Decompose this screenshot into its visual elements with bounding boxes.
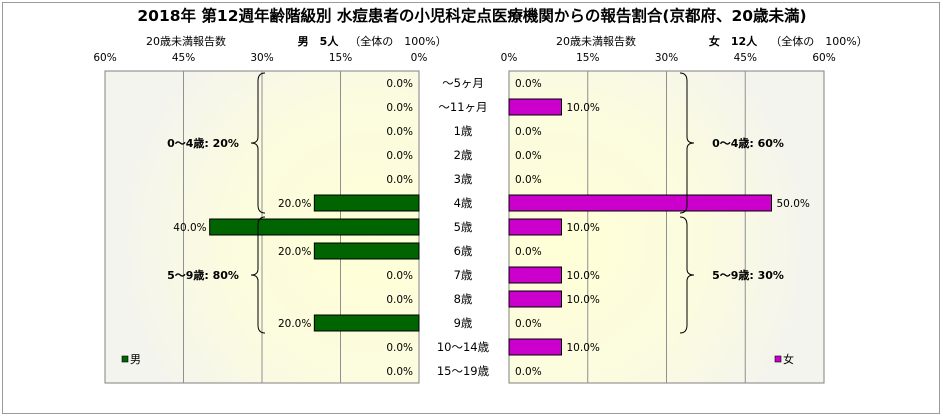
female-age-group-bracket [679, 216, 695, 334]
male-value-label: 0.0% [386, 174, 413, 186]
male-value-label: 0.0% [386, 78, 413, 90]
age-category-label: 1歳 [454, 124, 473, 138]
male-tick-label: 0% [411, 52, 428, 64]
female-bar [508, 266, 562, 284]
female-bar [508, 338, 562, 356]
male-bar [209, 218, 420, 236]
female-tick-label: 0% [501, 52, 518, 64]
male-tick-label: 60% [93, 52, 116, 64]
female-value-label: 0.0% [515, 78, 542, 90]
female-value-label: 0.0% [515, 174, 542, 186]
age-category-label: 5歳 [454, 220, 473, 234]
age-category-label: ～5ヶ月 [442, 76, 484, 90]
male-age-group-bracket [250, 72, 266, 214]
male-age-group-share: 0～4歳: 20% [167, 136, 239, 150]
female-axis-label: 20歳未満報告数 [556, 35, 636, 48]
male-age-group-bracket [250, 216, 266, 334]
age-category-label: 6歳 [454, 244, 473, 258]
male-legend-label: 男 [130, 353, 141, 366]
male-value-label: 0.0% [386, 126, 413, 138]
male-value-label: 20.0% [278, 198, 311, 210]
male-value-label: 40.0% [173, 222, 206, 234]
age-category-label: ～11ヶ月 [438, 100, 487, 114]
female-bar [508, 218, 562, 236]
female-value-label: 0.0% [515, 150, 542, 162]
male-bar [313, 242, 420, 260]
age-category-label: 10～14歳 [437, 340, 490, 354]
female-value-label: 0.0% [515, 126, 542, 138]
female-value-label: 10.0% [567, 102, 600, 114]
male-tick-label: 30% [250, 52, 273, 64]
female-bar [508, 194, 772, 212]
female-tick-label: 60% [812, 52, 835, 64]
male-value-label: 0.0% [386, 270, 413, 282]
female-legend-swatch [774, 355, 782, 363]
male-value-label: 0.0% [386, 102, 413, 114]
female-value-label: 0.0% [515, 246, 542, 258]
male-value-label: 0.0% [386, 294, 413, 306]
male-age-group-share: 5～9歳: 80% [167, 268, 239, 282]
female-age-group-share: 0～4歳: 60% [712, 136, 784, 150]
male-bar [313, 314, 420, 332]
age-category-label: 9歳 [454, 316, 473, 330]
female-value-label: 10.0% [567, 342, 600, 354]
female-age-group-share: 5～9歳: 30% [712, 268, 784, 282]
male-value-label: 0.0% [386, 366, 413, 378]
female-value-label: 0.0% [515, 318, 542, 330]
age-category-label: 3歳 [454, 172, 473, 186]
male-legend-swatch [121, 355, 129, 363]
male-tick-label: 15% [329, 52, 352, 64]
female-total-note: （全体の 100%） [770, 34, 867, 48]
age-category-label: 8歳 [454, 292, 473, 306]
female-value-label: 50.0% [777, 198, 810, 210]
female-bar [508, 290, 562, 308]
male-value-label: 20.0% [278, 318, 311, 330]
male-value-label: 0.0% [386, 342, 413, 354]
female-legend-label: 女 [783, 352, 794, 366]
male-count-header: 男 5人 [298, 34, 340, 48]
female-value-label: 10.0% [567, 294, 600, 306]
male-value-label: 20.0% [278, 246, 311, 258]
female-tick-label: 30% [655, 52, 678, 64]
female-age-group-bracket [679, 72, 695, 214]
age-category-label: 2歳 [454, 148, 473, 162]
female-value-label: 10.0% [567, 270, 600, 282]
female-bar [508, 98, 562, 116]
age-category-label: 15～19歳 [437, 364, 490, 378]
female-tick-label: 45% [734, 52, 757, 64]
female-count-header: 女 12人 [709, 34, 758, 48]
male-axis-label: 20歳未満報告数 [146, 35, 226, 48]
female-value-label: 0.0% [515, 366, 542, 378]
male-tick-label: 45% [172, 52, 195, 64]
male-value-label: 0.0% [386, 150, 413, 162]
chart-title: 2018年 第12週年齢階級別 水痘患者の小児科定点医療機関からの報告割合(京都… [137, 6, 806, 25]
male-bar [313, 194, 420, 212]
age-category-label: 4歳 [454, 196, 473, 210]
female-tick-label: 15% [576, 52, 599, 64]
female-value-label: 10.0% [567, 222, 600, 234]
male-total-note: （全体の 100%） [349, 34, 446, 48]
age-category-label: 7歳 [454, 268, 473, 282]
